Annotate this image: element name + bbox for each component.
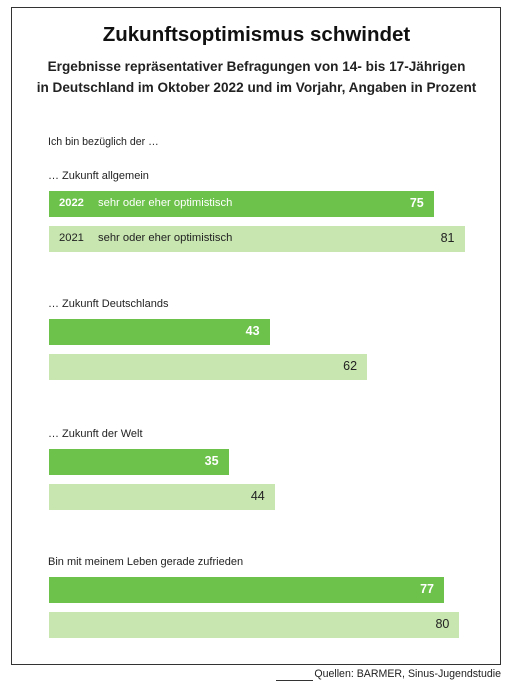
category-label-1: … Zukunft Deutschlands [48,298,169,310]
source-note: Quellen: BARMER, Sinus-Jugendstudie [314,668,501,680]
series-description-label: sehr oder eher optimistisch [98,197,233,209]
series-year-label: 2021 [59,232,84,244]
bar-2021-0: 2021 sehr oder eher optimistisch 81 [49,226,465,252]
data-label: 43 [245,324,260,338]
data-label: 44 [250,489,265,503]
bar-2022-0: 2022 sehr oder eher optimistisch 75 [49,191,434,217]
data-label: 62 [343,359,358,373]
category-label-3: Bin mit meinem Leben gerade zufrieden [48,556,244,568]
bar-2021-2: 44 [49,484,275,510]
bar-2022-1: 43 [49,319,270,345]
data-label: 35 [204,454,219,468]
chart-intro-text: Ich bin bezüglich der … [48,136,159,148]
data-label: 80 [435,617,450,631]
bar-2022-3: 77 [49,577,444,603]
series-description-label: sehr oder eher optimistisch [98,232,233,244]
chart-subtitle-line1: Ergebnisse repräsentativer Befragungen v… [47,59,466,74]
category-label-0: … Zukunft allgemein [48,170,149,182]
chart-frame [11,7,501,665]
series-year-label: 2022 [59,197,84,209]
bar-2021-1: 62 [49,354,368,380]
chart-title: Zukunftsoptimismus schwindet [102,23,411,46]
data-label: 77 [420,582,434,596]
data-label: 81 [440,231,455,245]
category-label-2: … Zukunft der Welt [48,428,143,440]
source-rule [276,680,313,681]
chart-subtitle-line2: in Deutschland im Oktober 2022 und im Vo… [36,80,477,95]
bar-2021-3: 80 [49,612,460,638]
bar-2022-2: 35 [49,449,229,475]
data-label: 75 [409,196,424,210]
